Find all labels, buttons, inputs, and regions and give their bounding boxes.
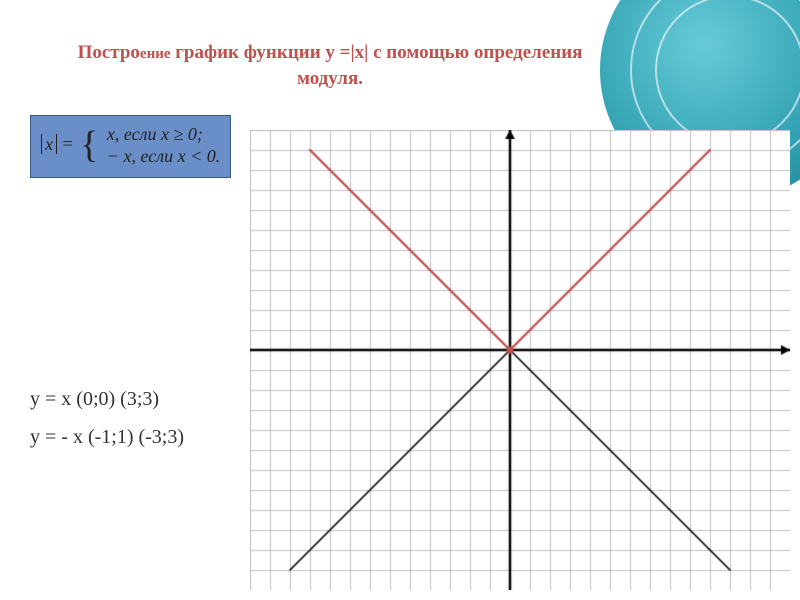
points-text: у = х (0;0) (3;3) у = - х (-1;1) (-3;3) <box>30 380 184 456</box>
page-title: Построение график функции у =|х| с помощ… <box>60 40 600 91</box>
title-prefix: Постро <box>78 42 140 63</box>
title-rest: график функции у =|х| с помощью определе… <box>171 42 583 89</box>
function-plot <box>250 130 790 590</box>
title-suffix-small: ение <box>140 46 171 62</box>
definition-case1: x, если x ≥ 0; <box>107 124 220 146</box>
definition-brace: { <box>80 135 98 156</box>
definition-cases: x, если x ≥ 0; − x, если x < 0. <box>107 124 220 167</box>
points-line2: у = - х (-1;1) (-3;3) <box>30 418 184 456</box>
module-definition-box: x = { x, если x ≥ 0; − x, если x < 0. <box>30 115 231 178</box>
definition-case2: − x, если x < 0. <box>107 146 220 168</box>
definition-lhs: x <box>41 134 57 154</box>
points-line1: у = х (0;0) (3;3) <box>30 380 184 418</box>
